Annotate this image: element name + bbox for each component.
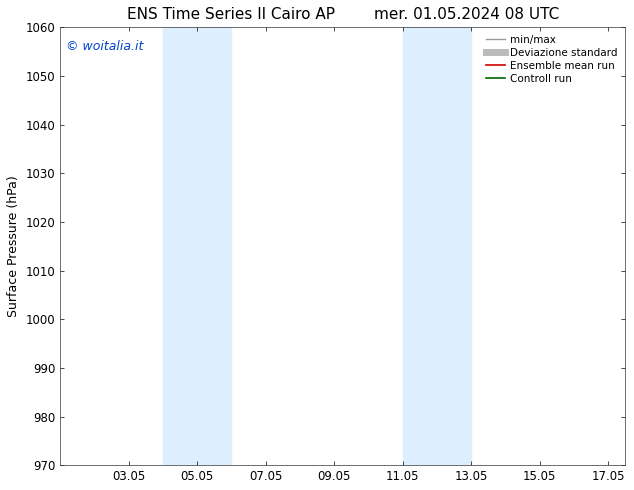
Bar <box>197 27 231 465</box>
Bar <box>403 27 437 465</box>
Bar <box>437 27 471 465</box>
Title: ENS Time Series Il Cairo AP        mer. 01.05.2024 08 UTC: ENS Time Series Il Cairo AP mer. 01.05.2… <box>127 7 559 22</box>
Text: © woitalia.it: © woitalia.it <box>66 40 143 53</box>
Y-axis label: Surface Pressure (hPa): Surface Pressure (hPa) <box>7 175 20 317</box>
Bar <box>163 27 197 465</box>
Legend: min/max, Deviazione standard, Ensemble mean run, Controll run: min/max, Deviazione standard, Ensemble m… <box>482 30 622 88</box>
